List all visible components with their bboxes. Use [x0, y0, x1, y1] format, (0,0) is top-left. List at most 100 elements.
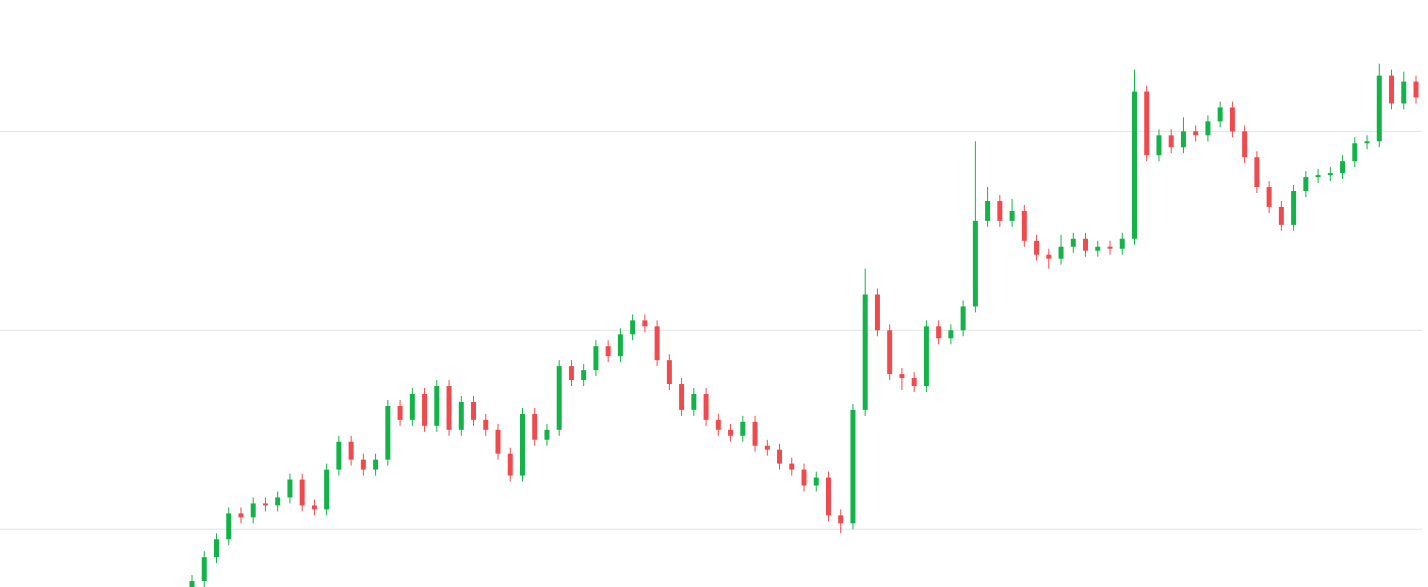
candle-body — [874, 294, 880, 331]
candle-body — [519, 413, 525, 476]
candle-body — [434, 386, 440, 426]
candle-body — [1401, 81, 1407, 104]
candle-body — [1376, 75, 1382, 142]
candle-body — [1229, 107, 1235, 132]
candle-body — [985, 200, 991, 221]
candle-body — [1034, 240, 1040, 255]
candle-body — [409, 393, 415, 420]
candle-body — [324, 469, 330, 510]
candle-body — [691, 393, 697, 410]
candle-body — [1107, 246, 1113, 249]
candle-body — [299, 479, 305, 506]
candle-body — [1193, 131, 1199, 136]
candle-body — [385, 405, 391, 460]
candle-body — [825, 477, 831, 516]
candle-body — [581, 370, 587, 381]
candle-body — [1070, 238, 1076, 247]
candle-body — [1095, 246, 1101, 251]
candle-body — [850, 409, 856, 524]
candle-body — [801, 469, 807, 486]
candle-body — [997, 200, 1003, 221]
candle-body — [630, 320, 636, 335]
candle-body — [348, 441, 354, 460]
candle-body — [715, 419, 721, 430]
candle-body — [311, 505, 317, 510]
candle-body — [679, 384, 685, 410]
candle-body — [1205, 121, 1211, 136]
candle-body — [275, 497, 281, 506]
candle-body — [1021, 210, 1027, 241]
candle-body — [936, 326, 942, 339]
candle-body — [507, 453, 513, 476]
candle-body — [397, 405, 403, 420]
candle-body — [201, 557, 207, 582]
candle-body — [544, 429, 550, 440]
candle-body — [1217, 107, 1223, 122]
candle-body — [813, 477, 819, 486]
candle-body — [262, 503, 268, 506]
candle-body — [226, 513, 232, 540]
candle-body — [617, 334, 623, 357]
candle-body — [189, 581, 195, 587]
candle-body — [764, 445, 770, 450]
candle-body — [458, 401, 464, 430]
candle-body — [238, 513, 244, 518]
candle-body — [1156, 135, 1162, 156]
candle-body — [923, 326, 929, 387]
candle-body — [373, 459, 379, 470]
candle-body — [1389, 75, 1395, 104]
candle-body — [1291, 191, 1297, 225]
candle-body — [752, 421, 758, 446]
candle-body — [948, 330, 954, 339]
candle-body — [728, 429, 734, 436]
candle-body — [1083, 238, 1089, 251]
candle-body — [1046, 254, 1052, 259]
candle-body — [862, 294, 868, 410]
candle-body — [1340, 161, 1346, 174]
candle-body — [899, 374, 905, 379]
candle-body — [568, 366, 574, 381]
candle-body — [1144, 91, 1150, 156]
candle-body — [789, 463, 795, 470]
candle-body — [972, 220, 978, 307]
candle-body — [360, 459, 366, 470]
candle-body — [605, 346, 611, 357]
candle-body — [887, 330, 893, 375]
candle-body — [654, 326, 660, 361]
candle-body — [666, 360, 672, 385]
candle-body — [532, 413, 538, 440]
candle-body — [495, 429, 501, 454]
candle-body — [1180, 131, 1186, 148]
candle-body — [960, 306, 966, 331]
candle-body — [556, 366, 562, 430]
candle-body — [250, 503, 256, 518]
candle-body — [471, 401, 477, 420]
candle-body — [1413, 81, 1419, 98]
candle-body — [1242, 131, 1248, 158]
candle-body — [1303, 177, 1309, 192]
candle-body — [1315, 175, 1321, 178]
candle-body — [1327, 173, 1333, 176]
candle-body — [593, 346, 599, 371]
candle-body — [1266, 187, 1272, 207]
candle-body — [911, 378, 917, 387]
candle-body — [1009, 210, 1015, 221]
candle-body — [1168, 135, 1174, 148]
candle-body — [642, 320, 648, 327]
candle-body — [1352, 143, 1358, 162]
candle-body — [1278, 206, 1284, 225]
candle-body — [838, 515, 844, 524]
candle-body — [422, 393, 428, 426]
candle-body — [213, 539, 219, 558]
candle-body — [1364, 141, 1370, 144]
candle-body — [483, 419, 489, 430]
candle-body — [1131, 91, 1137, 239]
candle-body — [446, 386, 452, 430]
candle-body — [703, 393, 709, 420]
candle-body — [287, 479, 293, 498]
candle-body — [336, 441, 342, 470]
candle-body — [1254, 157, 1260, 188]
candle-body — [777, 449, 783, 464]
